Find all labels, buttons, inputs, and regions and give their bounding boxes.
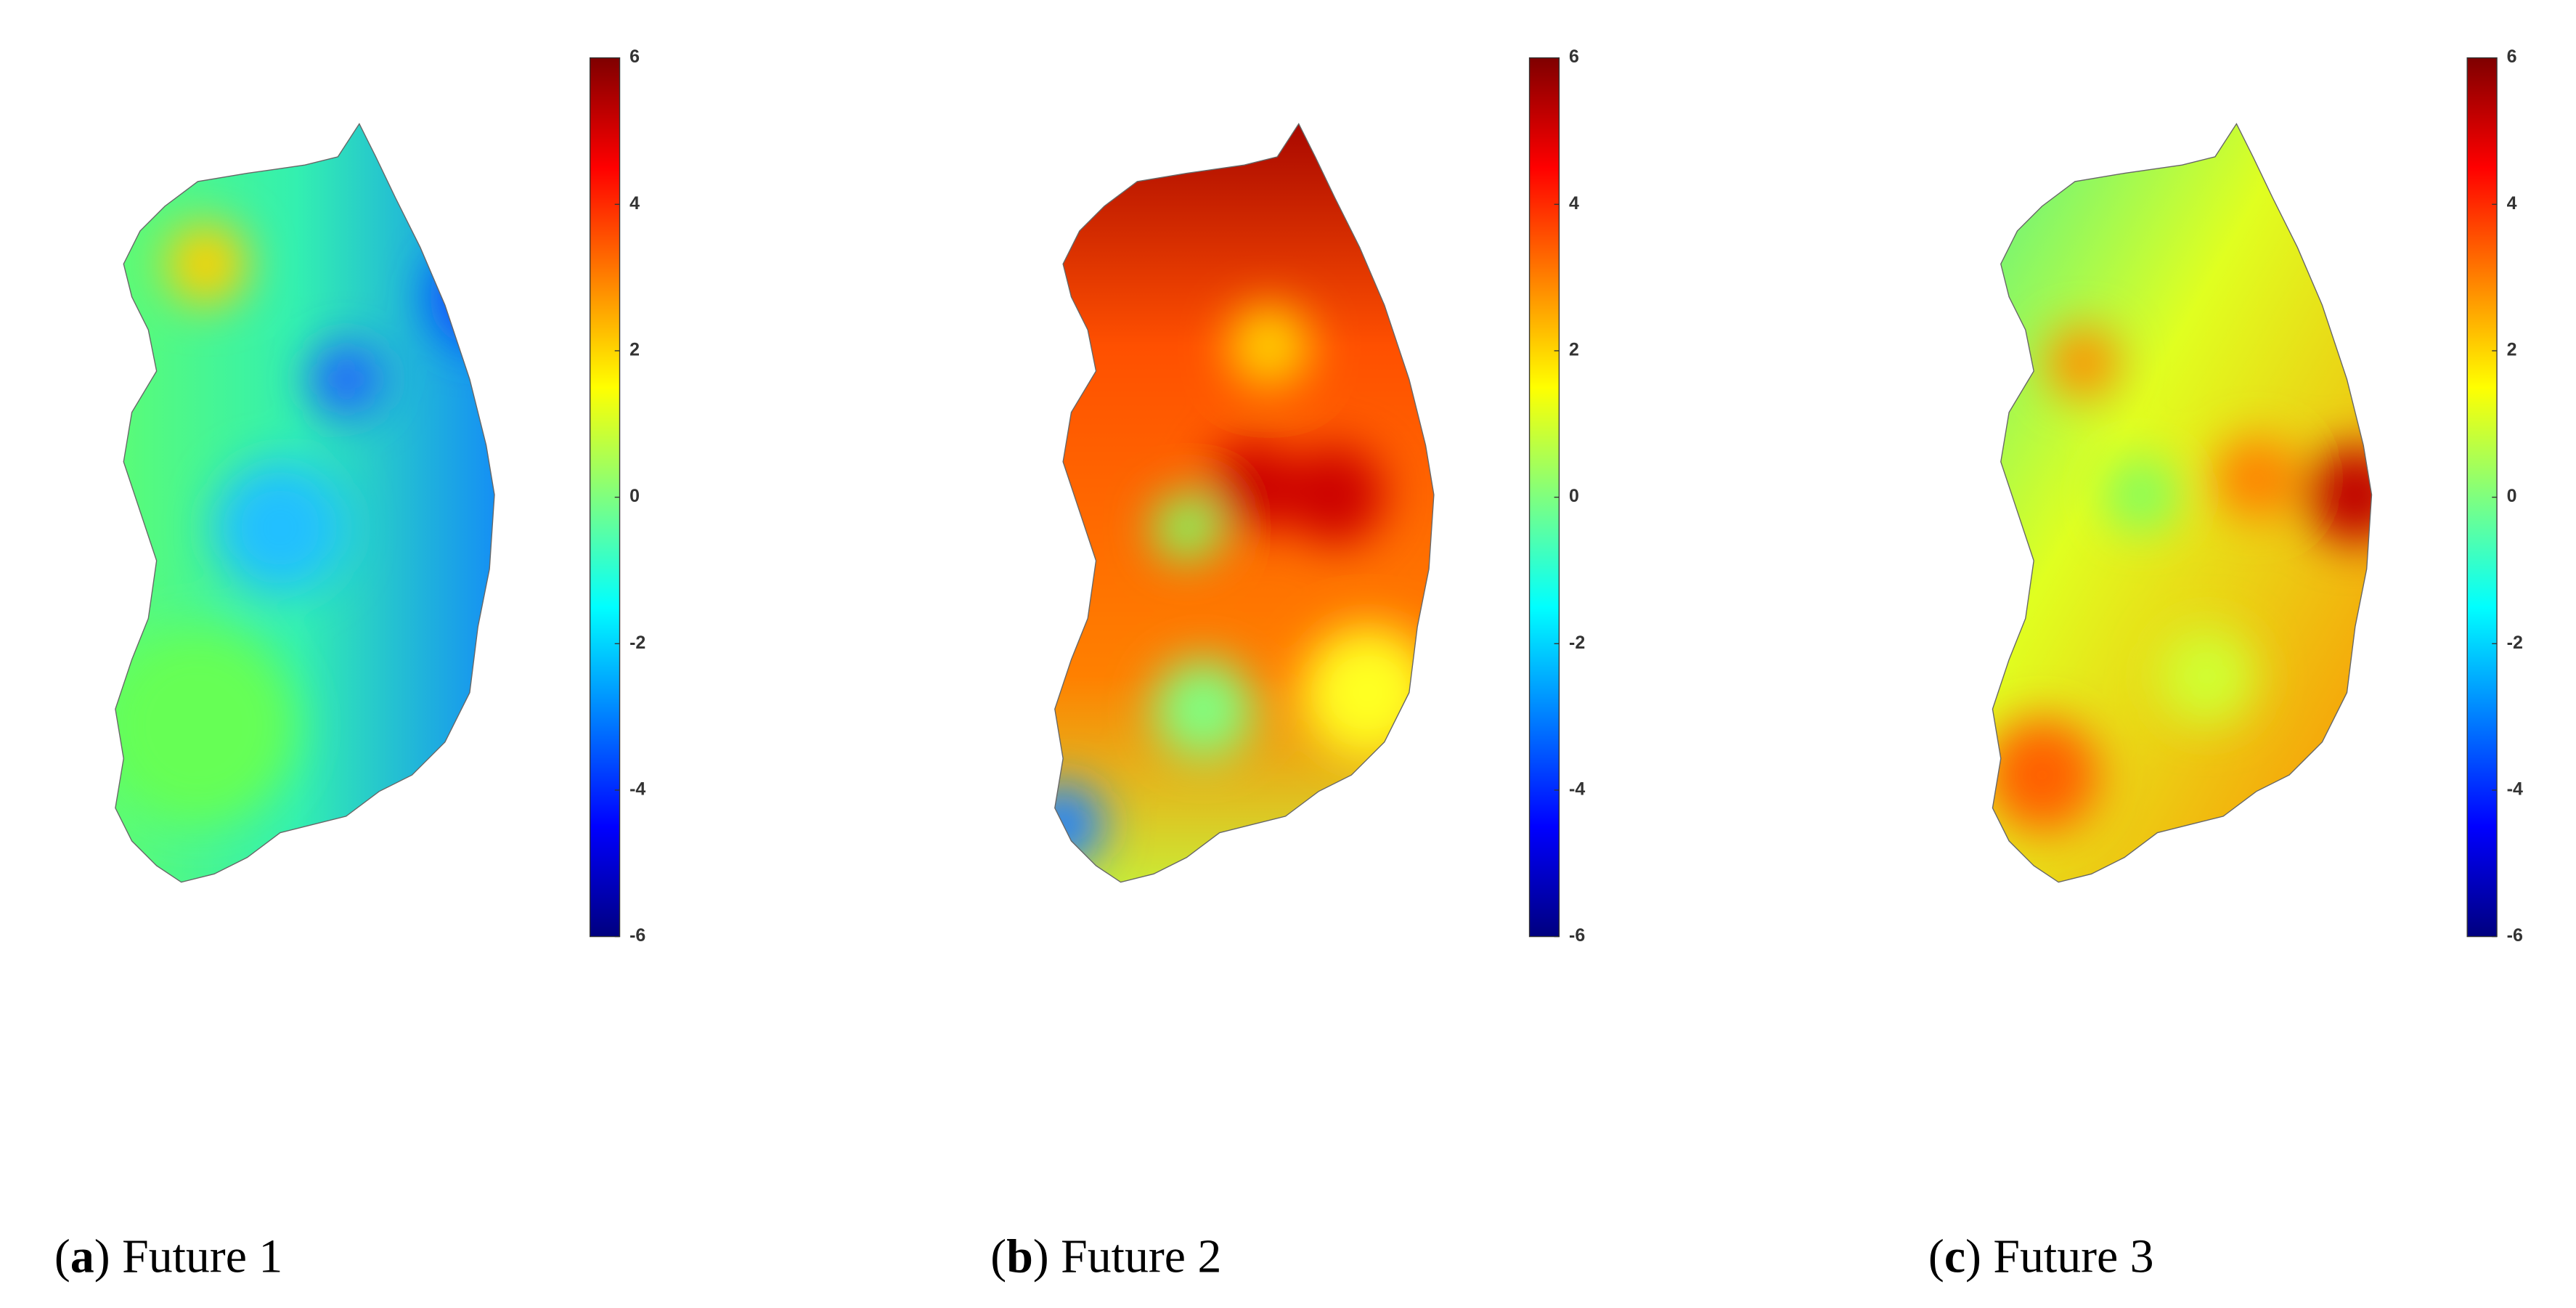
caption-part: a [70, 1230, 94, 1283]
tick-label: -6 [629, 925, 645, 946]
map-b [1053, 123, 1435, 883]
tick-label: -2 [2507, 633, 2523, 653]
colorbar: 6 4 2 0 -2 -4 -6 [1528, 46, 1585, 946]
tick-label: 4 [1569, 193, 1579, 214]
caption-part: ( [990, 1230, 1006, 1283]
colorbar: 6 4 2 0 -2 -4 -6 [2466, 46, 2523, 946]
tick-label: -4 [1569, 779, 1585, 800]
caption-part: b [1006, 1230, 1033, 1283]
tick-label: 0 [1569, 486, 1579, 506]
tick-label: 6 [629, 46, 640, 67]
caption-part: ) Future 1 [94, 1230, 283, 1283]
tick-label: 4 [629, 193, 640, 214]
caption-part: c [1944, 1230, 1965, 1283]
caption-part: ( [1928, 1230, 1944, 1283]
tick-label: 6 [2507, 46, 2517, 67]
tick-label: 2 [2507, 340, 2517, 360]
caption: (b) Future 2 [990, 1230, 1221, 1283]
tick-label: -2 [1569, 633, 1585, 653]
colorbar: 6 4 2 0 -2 -4 -6 [589, 46, 645, 946]
tick-label: -4 [2507, 779, 2523, 800]
tick-label: -6 [2507, 925, 2523, 946]
map-c [1992, 123, 2373, 883]
tick-label: -4 [629, 779, 645, 800]
tick-label: 4 [2507, 193, 2517, 214]
tick-label: 2 [1569, 340, 1579, 360]
caption-part: ( [54, 1230, 70, 1283]
tick-label: -2 [629, 633, 645, 653]
caption-part: ) Future 2 [1033, 1230, 1222, 1283]
map-a [114, 123, 496, 883]
tick-label: 0 [629, 486, 640, 506]
tick-label: 0 [2507, 486, 2517, 506]
caption: (c) Future 3 [1928, 1230, 2154, 1283]
caption: (a) Future 1 [54, 1230, 282, 1283]
tick-label: 2 [629, 340, 640, 360]
caption-part: ) Future 3 [1965, 1230, 2154, 1283]
tick-label: -6 [1569, 925, 1585, 946]
tick-label: 6 [1569, 46, 1579, 67]
